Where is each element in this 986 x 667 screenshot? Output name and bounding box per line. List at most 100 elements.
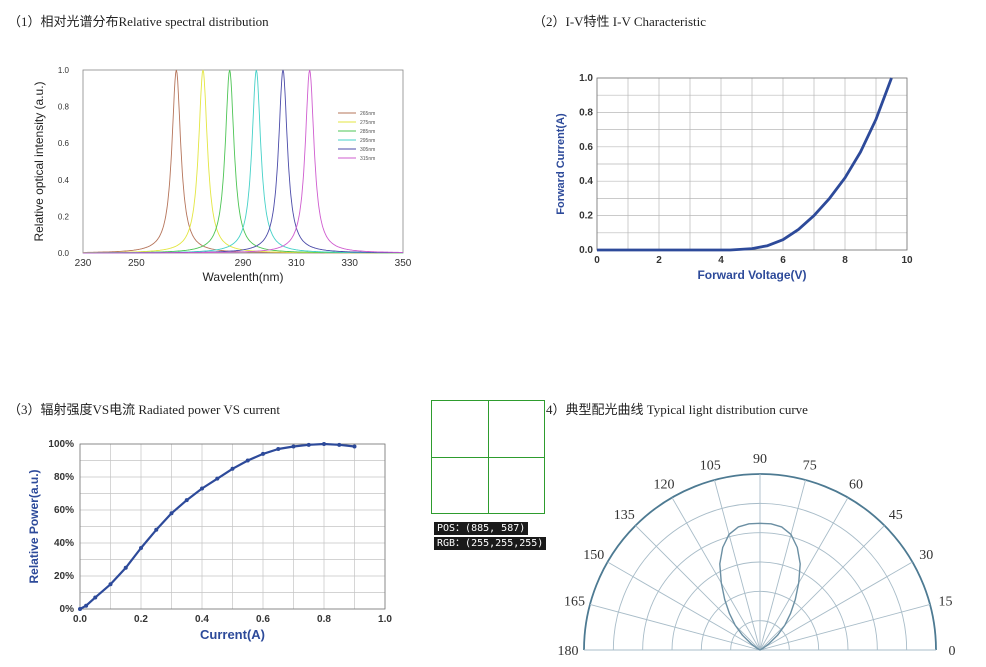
power-point — [154, 527, 159, 532]
angle-label: 105 — [700, 459, 721, 474]
spectrum-line-285nm — [83, 69, 403, 254]
y-tick-label: 0.4 — [579, 176, 593, 187]
power-point — [215, 476, 220, 481]
polar-spoke — [589, 604, 761, 651]
x-tick-label: 6 — [780, 255, 786, 266]
x-tick-label: 310 — [288, 258, 305, 269]
x-tick-label: 0.2 — [134, 614, 148, 625]
y-tick-label: 1.0 — [58, 66, 70, 75]
y-tick-label: 20% — [54, 571, 74, 582]
angle-label: 15 — [938, 594, 952, 609]
y-tick-label: 0.8 — [58, 103, 70, 112]
plot-frame — [82, 69, 404, 254]
power-point — [291, 444, 296, 449]
spectrum-line-315nm — [83, 69, 403, 254]
y-axis-label: Relative optical intensity (a.u.) — [32, 81, 46, 241]
power-point — [123, 565, 128, 570]
iv-curve — [597, 77, 893, 252]
inspector-crosshair-horizontal — [432, 457, 544, 458]
power-point — [169, 511, 174, 516]
angle-label: 165 — [564, 594, 585, 609]
angle-label: 75 — [803, 459, 817, 474]
spectrum-line-265nm — [83, 69, 403, 254]
power-point — [78, 607, 82, 611]
y-tick-label: 0.0 — [58, 249, 70, 258]
y-tick-label: 100% — [48, 439, 74, 450]
polar-spoke — [759, 525, 885, 651]
x-tick-label: 0.0 — [73, 614, 87, 625]
power-point — [276, 446, 281, 451]
polar-spoke — [635, 525, 761, 651]
angle-label: 90 — [753, 452, 767, 467]
distribution-curve — [719, 522, 801, 651]
y-tick-label: 40% — [54, 538, 74, 549]
polar-spoke — [759, 497, 849, 651]
power-point — [306, 442, 311, 447]
legend-label: 295nm — [360, 138, 375, 144]
x-axis-label: Wavelenth(nm) — [203, 270, 284, 284]
polar-spoke — [759, 604, 931, 651]
y-tick-label: 0.2 — [58, 212, 70, 221]
x-tick-label: 8 — [842, 255, 848, 266]
x-tick-label: 0 — [594, 255, 600, 266]
caption-light: 4）典型配光曲线 Typical light distribution curv… — [546, 402, 808, 417]
iv-chart: 0 2 4 6 8 10 0.0 0.2 0.4 0.6 0.8 1.0 Forward Voltage… — [555, 73, 913, 282]
power-point — [184, 498, 189, 503]
y-tick-label: 80% — [54, 472, 74, 483]
x-tick-label: 10 — [901, 255, 913, 266]
power-point — [200, 486, 204, 491]
power-point — [245, 458, 250, 463]
y-tick-label: 1.0 — [579, 73, 593, 84]
y-axis-label: Forward Current(A) — [555, 113, 567, 215]
x-tick-label: 350 — [395, 258, 412, 269]
x-tick-label: 250 — [128, 258, 145, 269]
x-tick-label: 230 — [75, 258, 92, 269]
x-tick-label: 0.6 — [256, 614, 270, 625]
caption-iv: （2）I-V特性 I-V Characteristic — [533, 14, 707, 29]
power-point — [108, 582, 113, 587]
polar-spoke — [607, 561, 761, 651]
power-curve — [79, 442, 355, 610]
x-tick-label: 330 — [341, 258, 358, 269]
power-chart: 0.0 0.2 0.4 0.6 0.8 1.0 0% 20% 40% 60% 80% 100% Curr… — [27, 439, 392, 642]
angle-label: 135 — [614, 508, 635, 523]
polar-spoke — [759, 479, 806, 651]
legend-label: 275nm — [360, 120, 375, 126]
y-tick-label: 0.8 — [579, 107, 593, 118]
polar-spoke — [759, 561, 913, 651]
polar-spoke — [671, 497, 761, 651]
legend-label: 265nm — [360, 111, 375, 117]
x-tick-label: 2 — [656, 255, 662, 266]
caption-spectrum: （1）相对光谱分布Relative spectral distribution — [8, 14, 269, 29]
spectrum-line-305nm — [83, 69, 403, 254]
x-tick-label: 4 — [718, 255, 724, 266]
legend-label: 305nm — [360, 147, 375, 153]
polar-spoke — [714, 479, 761, 651]
power-point — [139, 545, 143, 550]
inspector-rgb-readout: RGB：(255,255,255) — [434, 537, 547, 550]
spectrum-chart: 230 250 290 310 330 350 0.0 0.2 0.4 0.6 0.8 1.0 Wave… — [32, 66, 412, 284]
caption-power: （3）辐射强度VS电流 Radiated power VS current — [8, 402, 281, 417]
y-tick-label: 0.4 — [58, 176, 70, 185]
power-point — [93, 595, 98, 600]
y-tick-label: 0.6 — [579, 142, 593, 153]
y-tick-label: 60% — [54, 505, 74, 516]
x-axis-label: Forward Voltage(V) — [697, 268, 806, 282]
power-point — [261, 451, 265, 456]
x-tick-label: 0.8 — [317, 614, 331, 625]
y-tick-label: 0% — [60, 604, 75, 615]
y-tick-label: 0.2 — [579, 211, 593, 222]
x-axis-label: Current(A) — [200, 627, 265, 642]
x-tick-label: 0.4 — [195, 614, 209, 625]
color-inspector-box — [431, 400, 545, 514]
inspector-pos-readout: POS：(885, 587) — [434, 522, 529, 535]
legend-label: 285nm — [360, 129, 375, 135]
power-point — [352, 444, 357, 449]
power-point — [84, 603, 89, 608]
x-tick-label: 290 — [235, 258, 252, 269]
angle-label: 150 — [583, 548, 604, 563]
angle-label: 45 — [889, 508, 903, 523]
power-point — [322, 442, 326, 446]
spectrum-line-295nm — [83, 69, 403, 254]
power-point — [230, 466, 235, 471]
